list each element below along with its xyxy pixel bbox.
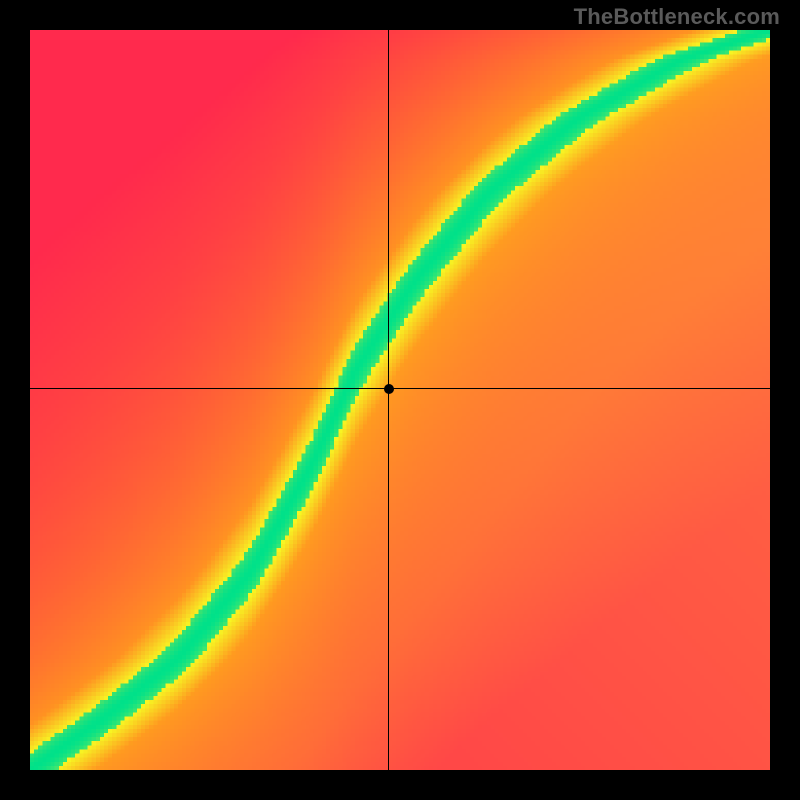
crosshair-dot [384, 384, 394, 394]
crosshair-vertical [388, 30, 389, 770]
watermark-text: TheBottleneck.com [574, 4, 780, 30]
bottleneck-heatmap [30, 30, 770, 770]
chart-stage: { "watermark_text": "TheBottleneck.com",… [0, 0, 800, 800]
crosshair-horizontal [30, 388, 770, 389]
